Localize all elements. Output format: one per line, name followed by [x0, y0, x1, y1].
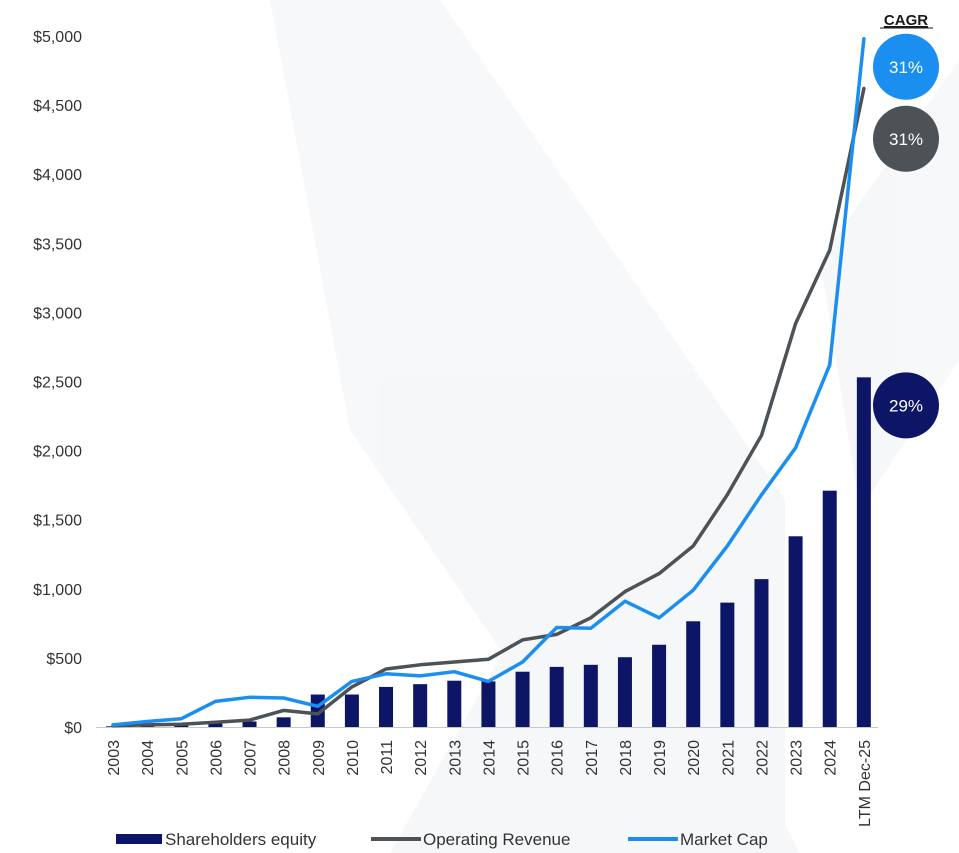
- y-tick-label: $2,500: [33, 375, 82, 392]
- x-tick-label: LTM Dec-25: [857, 740, 874, 827]
- y-tick-label: $3,000: [33, 305, 82, 322]
- bar-2011: [379, 686, 394, 727]
- bar-2018: [617, 657, 632, 727]
- y-axis: $0 $500 $1,000 $1,500 $2,000 $2,500 $3,000 $3,5…: [33, 29, 82, 737]
- legend: Shareholders equity Operating Revenue Mark…: [116, 830, 768, 849]
- bar-2023: [788, 536, 803, 727]
- bar-2020: [686, 621, 701, 727]
- x-tick-label: 2023: [789, 740, 806, 776]
- bar-2007: [242, 721, 257, 727]
- y-tick-label: $3,500: [33, 236, 82, 253]
- cagr-title: CAGR: [884, 12, 928, 29]
- bar-2019: [652, 644, 667, 727]
- x-tick-label: 2018: [618, 740, 635, 776]
- y-tick-label: $4,500: [33, 98, 82, 115]
- x-tick-label: 2012: [413, 740, 430, 776]
- y-tick-label: $5,000: [33, 29, 82, 46]
- x-tick-label: 2013: [447, 740, 464, 776]
- bar-2013: [447, 680, 462, 727]
- bar-2010: [344, 694, 359, 727]
- x-tick-label: 2014: [481, 740, 498, 776]
- line-series: [111, 37, 866, 728]
- x-tick-label: 2020: [686, 740, 703, 776]
- x-tick-label: 2021: [720, 740, 737, 776]
- bar-2012: [413, 684, 428, 727]
- x-tick-label: 2016: [550, 740, 567, 776]
- cagr-value: 31%: [889, 58, 923, 77]
- cagr-badge: [873, 105, 939, 172]
- x-tick-label: 2022: [754, 740, 771, 776]
- legend-swatch-bar: [116, 834, 162, 844]
- bar-2021: [720, 602, 735, 727]
- bar-2008: [276, 717, 291, 727]
- line-operating-revenue: [111, 86, 866, 728]
- line-market-cap: [111, 37, 866, 727]
- x-tick-label: 2007: [243, 740, 260, 776]
- x-tick-label: 2005: [174, 740, 191, 776]
- cagr-panel: CAGR 31% 31% 29%: [873, 12, 939, 439]
- bar-2017: [583, 664, 598, 727]
- x-tick-label: 2017: [584, 740, 601, 776]
- legend-label: Shareholders equity: [165, 830, 317, 849]
- x-tick-label: 2009: [311, 740, 328, 776]
- y-tick-label: $4,000: [33, 167, 82, 184]
- x-tick-label: 2006: [208, 740, 225, 776]
- cagr-badge: [873, 372, 939, 439]
- x-tick-label: 2008: [277, 740, 294, 776]
- bar-2022: [754, 579, 769, 727]
- x-tick-label: 2011: [379, 740, 396, 775]
- y-tick-label: $0: [64, 720, 82, 737]
- legend-label: Market Cap: [680, 830, 768, 849]
- cagr-badge: [873, 33, 939, 100]
- bar-ltm-dec-25: [856, 377, 871, 727]
- y-tick-label: $500: [46, 651, 82, 668]
- x-tick-label: 2010: [345, 740, 362, 776]
- x-axis: 2003 2004 2005 2006 2007 2008 2009 2010 2011 2012…: [106, 740, 874, 827]
- bar-2015: [515, 671, 530, 727]
- cagr-value: 31%: [889, 130, 923, 149]
- x-tick-label: 2003: [106, 740, 123, 776]
- bar-2005: [174, 724, 189, 727]
- x-tick-label: 2019: [652, 740, 669, 776]
- bar-2024: [822, 490, 837, 727]
- bar-2006: [208, 722, 223, 727]
- bar-2016: [549, 666, 564, 727]
- y-tick-label: $1,000: [33, 582, 82, 599]
- cagr-value: 29%: [889, 396, 923, 415]
- x-tick-label: 2004: [140, 740, 157, 776]
- bar-series: [106, 377, 871, 727]
- bar-2014: [481, 681, 496, 727]
- legend-label: Operating Revenue: [423, 830, 570, 849]
- x-tick-label: 2024: [823, 740, 840, 776]
- y-tick-label: $1,500: [33, 513, 82, 530]
- y-tick-label: $2,000: [33, 444, 82, 461]
- x-tick-label: 2015: [516, 740, 533, 776]
